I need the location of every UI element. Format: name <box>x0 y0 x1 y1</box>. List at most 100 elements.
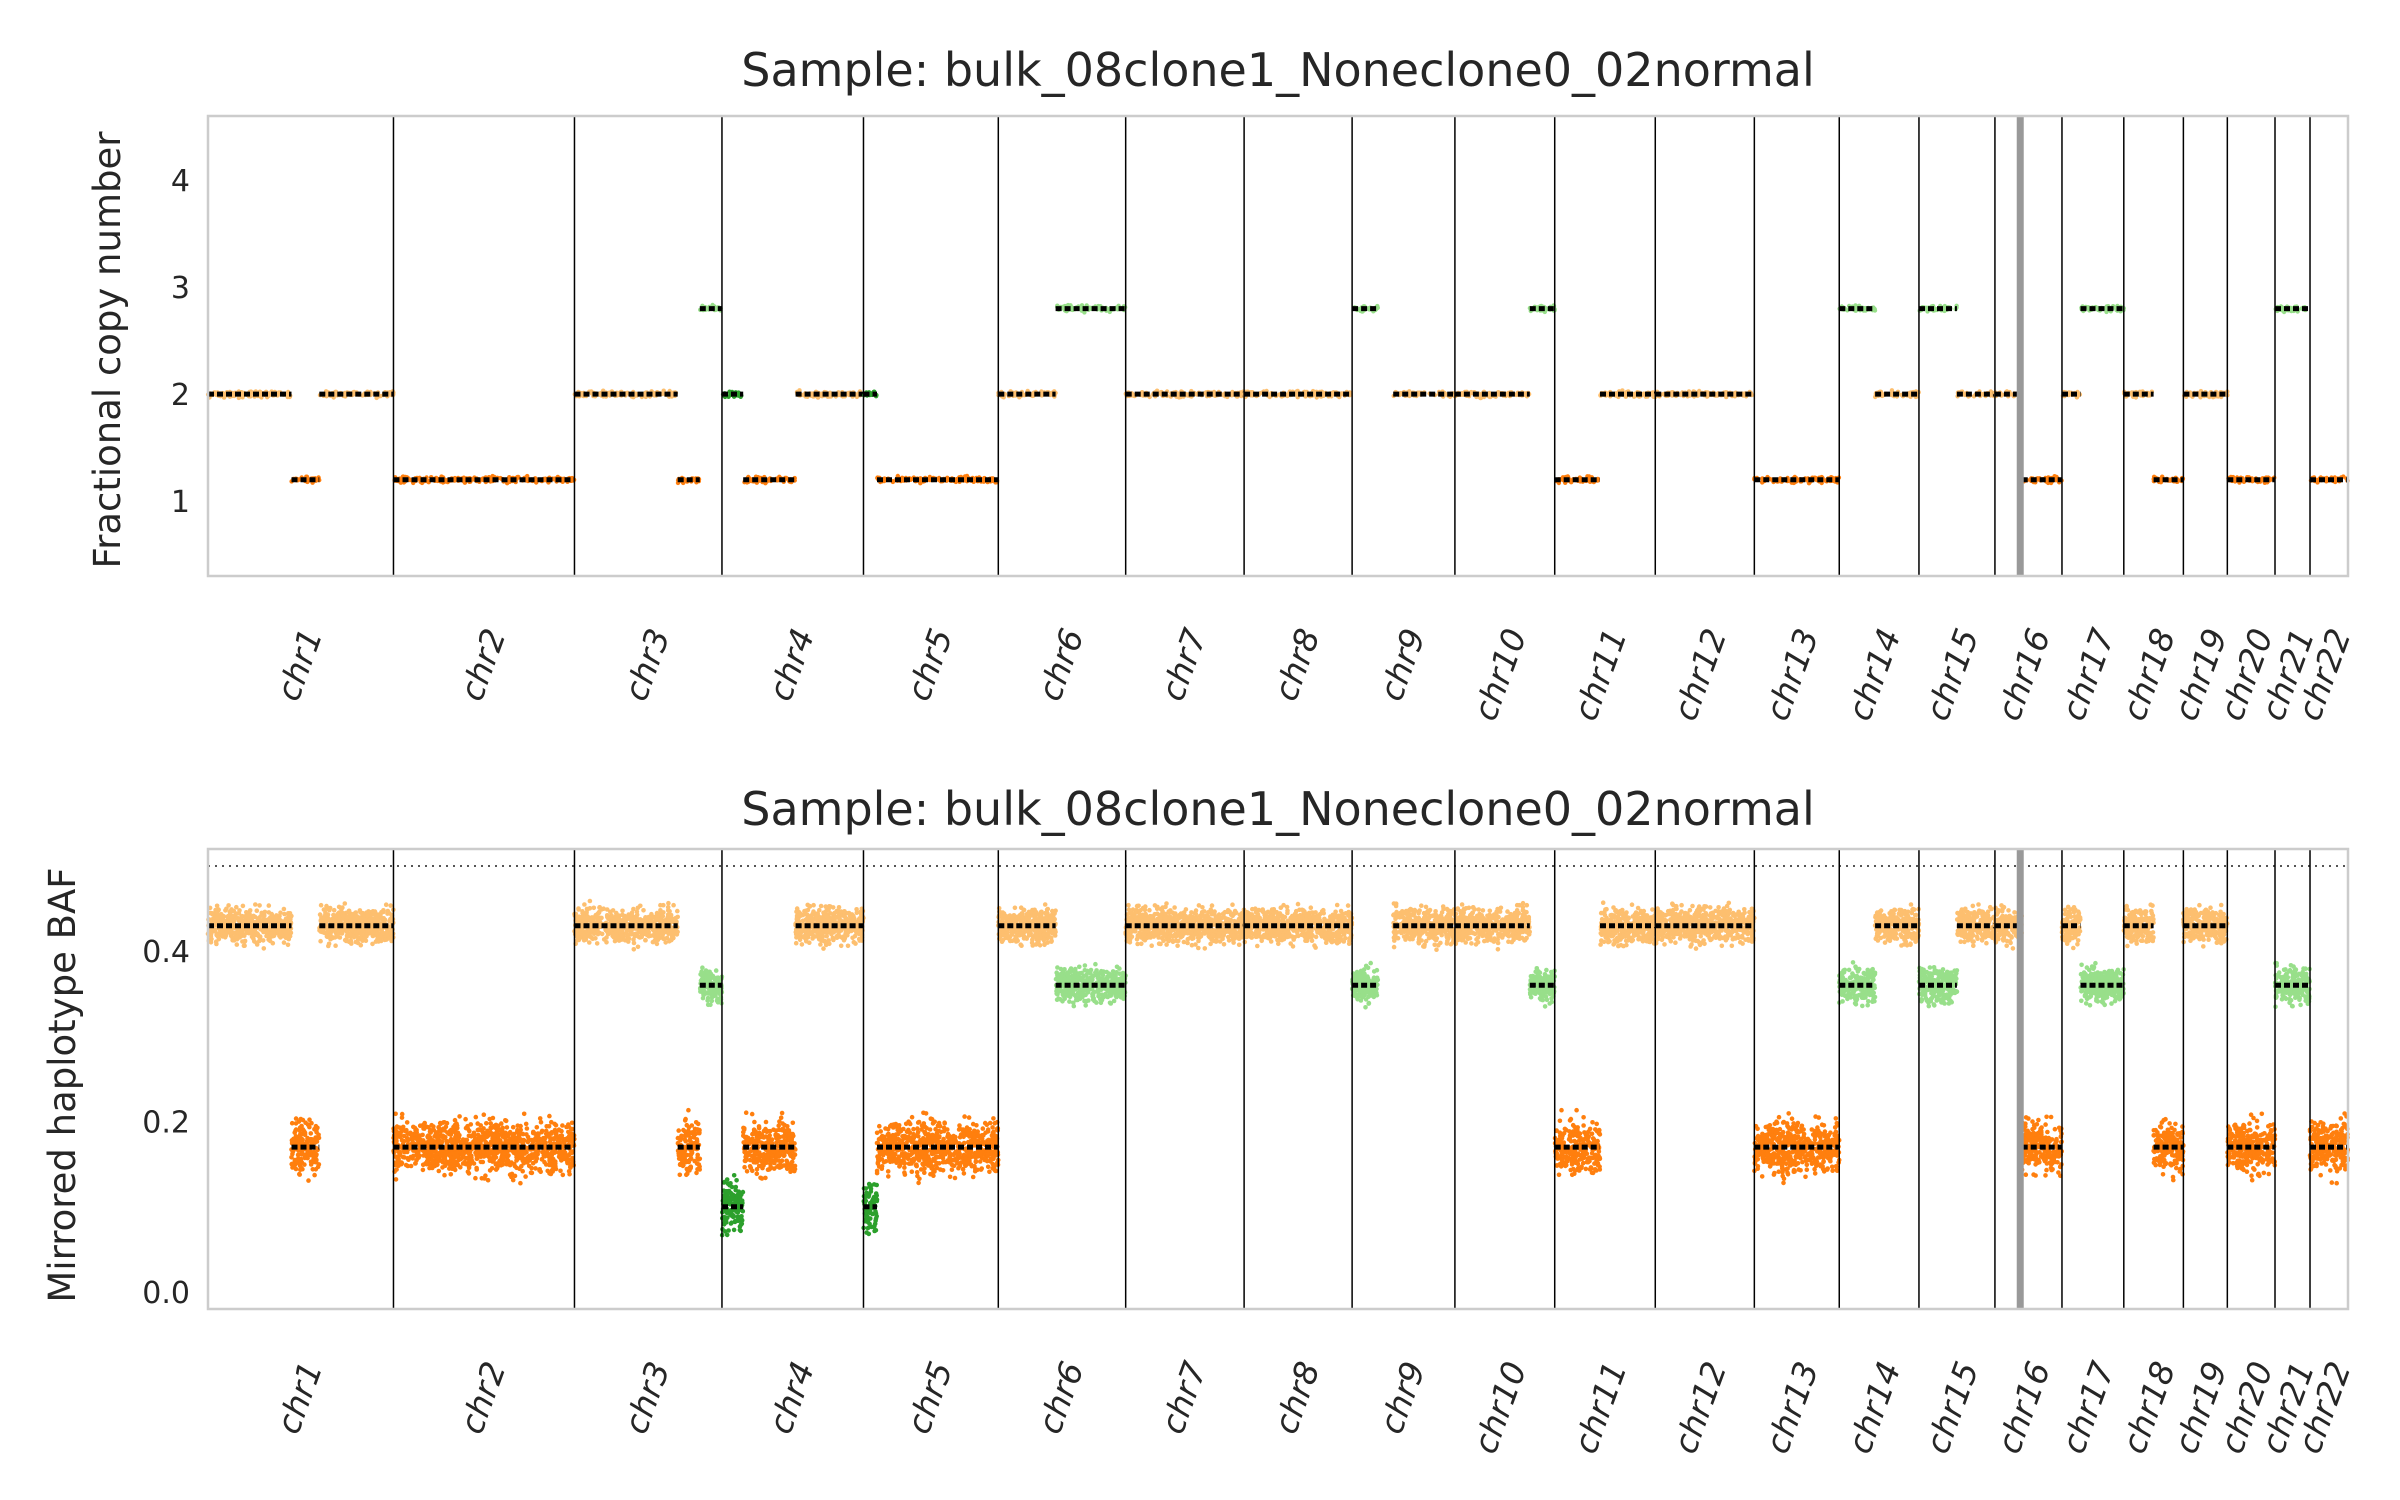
data-point <box>437 1126 442 1132</box>
data-point <box>534 1125 540 1130</box>
data-point <box>307 1117 312 1122</box>
data-point <box>431 1127 437 1133</box>
data-point <box>383 902 389 907</box>
data-point <box>308 1159 314 1165</box>
data-point <box>331 907 337 913</box>
data-point <box>557 1133 563 1139</box>
data-point <box>229 918 234 923</box>
data-point <box>475 1127 481 1133</box>
data-point <box>251 913 256 919</box>
data-point <box>255 931 261 937</box>
y-tick-label: 3 <box>171 271 190 306</box>
data-point <box>463 1116 468 1122</box>
data-point <box>552 1127 558 1133</box>
data-point <box>524 1126 530 1131</box>
data-point <box>282 929 288 935</box>
data-point <box>285 942 291 948</box>
data-point <box>261 929 266 935</box>
data-point <box>411 1153 416 1159</box>
data-point <box>356 927 362 933</box>
data-point <box>568 1150 574 1155</box>
data-point <box>208 933 214 939</box>
data-point <box>563 1136 569 1142</box>
data-point <box>481 1112 487 1117</box>
data-point <box>503 1130 508 1136</box>
data-point <box>253 902 258 907</box>
data-point <box>258 919 263 924</box>
y-tick-label: 1 <box>171 485 190 520</box>
data-point <box>436 1168 442 1174</box>
data-point <box>371 930 376 935</box>
segment-points <box>392 473 577 486</box>
data-point <box>364 910 369 915</box>
data-point <box>293 1116 299 1121</box>
data-point <box>481 1126 486 1131</box>
data-point <box>399 1115 405 1120</box>
data-point <box>340 914 346 919</box>
data-point <box>336 928 341 933</box>
data-point <box>484 1121 489 1126</box>
segment-points <box>289 474 322 485</box>
data-point <box>435 1162 440 1167</box>
segment-points <box>317 389 396 401</box>
data-point <box>314 1130 319 1135</box>
data-point <box>553 1132 559 1137</box>
data-point <box>503 1118 509 1124</box>
data-point <box>534 480 539 485</box>
plot-area <box>205 114 2350 578</box>
data-point <box>491 1157 497 1163</box>
data-point <box>326 943 331 949</box>
data-point <box>491 1149 497 1155</box>
data-point <box>563 1152 568 1158</box>
data-point <box>507 475 512 480</box>
data-point <box>375 917 381 923</box>
data-point <box>457 1133 462 1138</box>
data-point <box>324 393 329 399</box>
data-point <box>415 1133 421 1139</box>
data-point <box>235 930 240 935</box>
data-point <box>380 930 386 936</box>
data-point <box>546 1124 552 1129</box>
data-point <box>342 937 348 943</box>
data-point <box>569 1120 575 1126</box>
data-point <box>333 943 338 948</box>
data-point <box>308 1149 313 1154</box>
data-point <box>358 942 364 948</box>
data-point <box>500 1162 506 1167</box>
data-point <box>250 930 255 936</box>
data-point <box>318 902 324 908</box>
data-point <box>214 916 220 922</box>
data-point <box>266 903 272 908</box>
data-point <box>293 1127 299 1132</box>
data-point <box>313 1123 319 1129</box>
segment-points <box>205 389 293 401</box>
data-point <box>364 934 369 939</box>
data-point <box>488 1121 494 1126</box>
data-point <box>282 918 287 924</box>
data-point <box>521 1111 527 1117</box>
data-point <box>523 1121 529 1127</box>
data-point <box>228 911 233 916</box>
data-point <box>257 938 262 944</box>
data-point <box>549 1163 555 1168</box>
data-point <box>302 1162 307 1167</box>
data-point <box>547 1132 552 1138</box>
data-point <box>308 1131 314 1136</box>
data-point <box>487 1116 493 1122</box>
data-point <box>473 1175 478 1181</box>
data-point <box>336 904 342 910</box>
data-point <box>289 1161 295 1167</box>
data-point <box>302 1153 307 1158</box>
data-point <box>214 941 219 947</box>
data-point <box>543 1162 549 1167</box>
data-point <box>549 1167 555 1173</box>
data-point <box>234 934 239 940</box>
data-point <box>560 1172 566 1178</box>
data-point <box>411 1131 417 1137</box>
data-point <box>295 1158 300 1164</box>
data-point <box>547 1113 552 1119</box>
data-point <box>242 933 247 938</box>
data-point <box>349 941 354 946</box>
data-point <box>220 929 225 935</box>
